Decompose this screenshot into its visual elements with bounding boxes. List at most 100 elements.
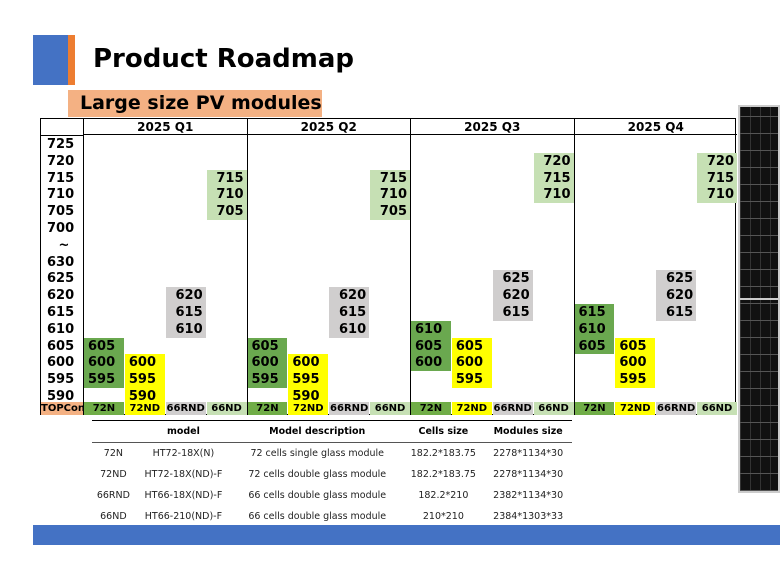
footer-model-66nd: 66ND [370, 402, 410, 415]
spec-cell: 72 cells double glass module [248, 469, 387, 480]
row-label: 605 [47, 338, 75, 354]
power-value: 600 [251, 355, 279, 371]
footer-model-66rnd: 66RND [492, 402, 533, 415]
row-label: ~ [58, 237, 70, 253]
spec-row: 66RND HT66-18X(ND)-F 66 cells double glass… [92, 485, 572, 506]
power-value: 610 [338, 321, 367, 337]
power-value: 600 [415, 355, 443, 371]
footer-model-72nd: 72ND [288, 402, 329, 415]
footer-model-72n: 72N [84, 402, 124, 415]
footer-model-72n: 72N [247, 402, 288, 415]
footer-model-66nd: 66ND [533, 402, 574, 415]
spec-cell: 66 cells double glass module [248, 490, 387, 501]
power-value: 715 [543, 170, 571, 186]
power-value: 595 [88, 372, 116, 388]
footer-model-66rnd: 66RND [656, 402, 697, 415]
power-value: 625 [502, 271, 530, 287]
row-label: 720 [47, 153, 75, 169]
spec-cell: 72N [103, 448, 123, 459]
power-range-block-66rnd [329, 287, 370, 338]
power-range-block-72n [574, 304, 615, 355]
power-range-block-72nd [288, 354, 329, 405]
footer-bar [33, 525, 780, 545]
row-label: 725 [47, 137, 75, 152]
power-value: 720 [706, 153, 734, 169]
row-label: 620 [47, 288, 75, 304]
power-range-block-72nd [451, 337, 492, 388]
spec-cell: 2278*1134*30 [493, 448, 564, 459]
power-value: 610 [578, 321, 606, 337]
row-label: 715 [47, 170, 75, 186]
power-value: 705 [379, 204, 407, 220]
spec-cell: 72ND [100, 469, 127, 480]
spec-row: 66ND HT66-210(ND)-F 66 cells double glass … [92, 506, 572, 528]
power-range-block-72n [411, 320, 451, 372]
power-value: 620 [502, 288, 530, 304]
title-accent-orange [68, 35, 75, 85]
footer-model-72nd: 72ND [451, 402, 492, 415]
spec-cell: 72 cells single glass module [250, 448, 385, 459]
spec-cell: 182.2*210 [418, 490, 469, 501]
power-value: 600 [455, 355, 484, 371]
power-value: 625 [665, 271, 694, 287]
row-label: 630 [47, 254, 75, 270]
power-value: 595 [292, 372, 320, 388]
title-accent-blue [33, 35, 68, 85]
spec-row: 72N HT72-18X(N) 72 cells single glass modu… [92, 443, 572, 465]
row-label: 600 [47, 355, 75, 371]
power-value: 600 [292, 355, 320, 371]
power-value: 710 [216, 187, 244, 203]
spec-cell: HT72-18X(ND)-F [144, 469, 223, 480]
power-value: 590 [128, 389, 157, 404]
row-label: 595 [47, 372, 75, 388]
quarter-header: 2025 Q3 [410, 119, 574, 135]
power-value: 715 [379, 170, 407, 186]
power-value: 720 [543, 153, 571, 169]
power-value: 605 [578, 338, 606, 354]
power-value: 595 [251, 372, 279, 388]
power-range-block-66rnd [165, 287, 206, 338]
spec-header [92, 420, 135, 443]
footer-model-72nd: 72ND [124, 402, 165, 415]
power-value: 710 [379, 187, 407, 203]
power-range-block-72n [247, 337, 288, 388]
quarter-divider [246, 119, 248, 414]
footer-model-66rnd: 66RND [329, 402, 370, 415]
spec-table: model Model description Cells size Modules … [92, 420, 572, 528]
power-value: 610 [415, 321, 443, 337]
power-value: 615 [338, 305, 367, 320]
power-value: 710 [706, 187, 734, 203]
power-value: 595 [619, 372, 647, 388]
power-value: 620 [665, 288, 694, 304]
power-value: 605 [619, 338, 647, 354]
power-range-block-72nd [615, 337, 656, 388]
spec-header: Cells size [402, 420, 485, 443]
power-value: 605 [415, 338, 443, 354]
quarter-header: 2025 Q4 [573, 119, 737, 135]
quarter-header: 2025 Q1 [83, 119, 247, 135]
section-subtitle: Large size PV modules [68, 90, 322, 117]
spec-header: model [134, 420, 233, 443]
power-value: 595 [455, 372, 484, 388]
power-range-block-66rnd [492, 270, 533, 321]
footer-model-66nd: 66ND [206, 402, 247, 415]
quarter-header: 2025 Q2 [246, 119, 410, 135]
power-value: 610 [175, 321, 203, 337]
power-value: 605 [455, 338, 484, 354]
spec-header: Modules size [484, 420, 572, 443]
row-label: 615 [47, 305, 75, 320]
spec-cell: 2278*1134*30 [493, 469, 564, 480]
footer-label: TOPCon [41, 402, 85, 415]
spec-cell: HT66-18X(ND)-F [144, 490, 223, 501]
power-range-block-66nd [206, 169, 247, 220]
power-range-block-66nd [533, 152, 574, 204]
solar-panel-divider [738, 298, 780, 300]
corner-header [41, 119, 83, 136]
footer-model-66rnd: 66RND [165, 402, 206, 415]
power-value: 705 [216, 204, 244, 220]
page-title: Product Roadmap [93, 44, 355, 74]
power-range-block-66nd [370, 169, 410, 220]
power-range-block-66nd [697, 152, 737, 204]
power-value: 595 [128, 372, 157, 388]
power-value: 600 [88, 355, 116, 371]
